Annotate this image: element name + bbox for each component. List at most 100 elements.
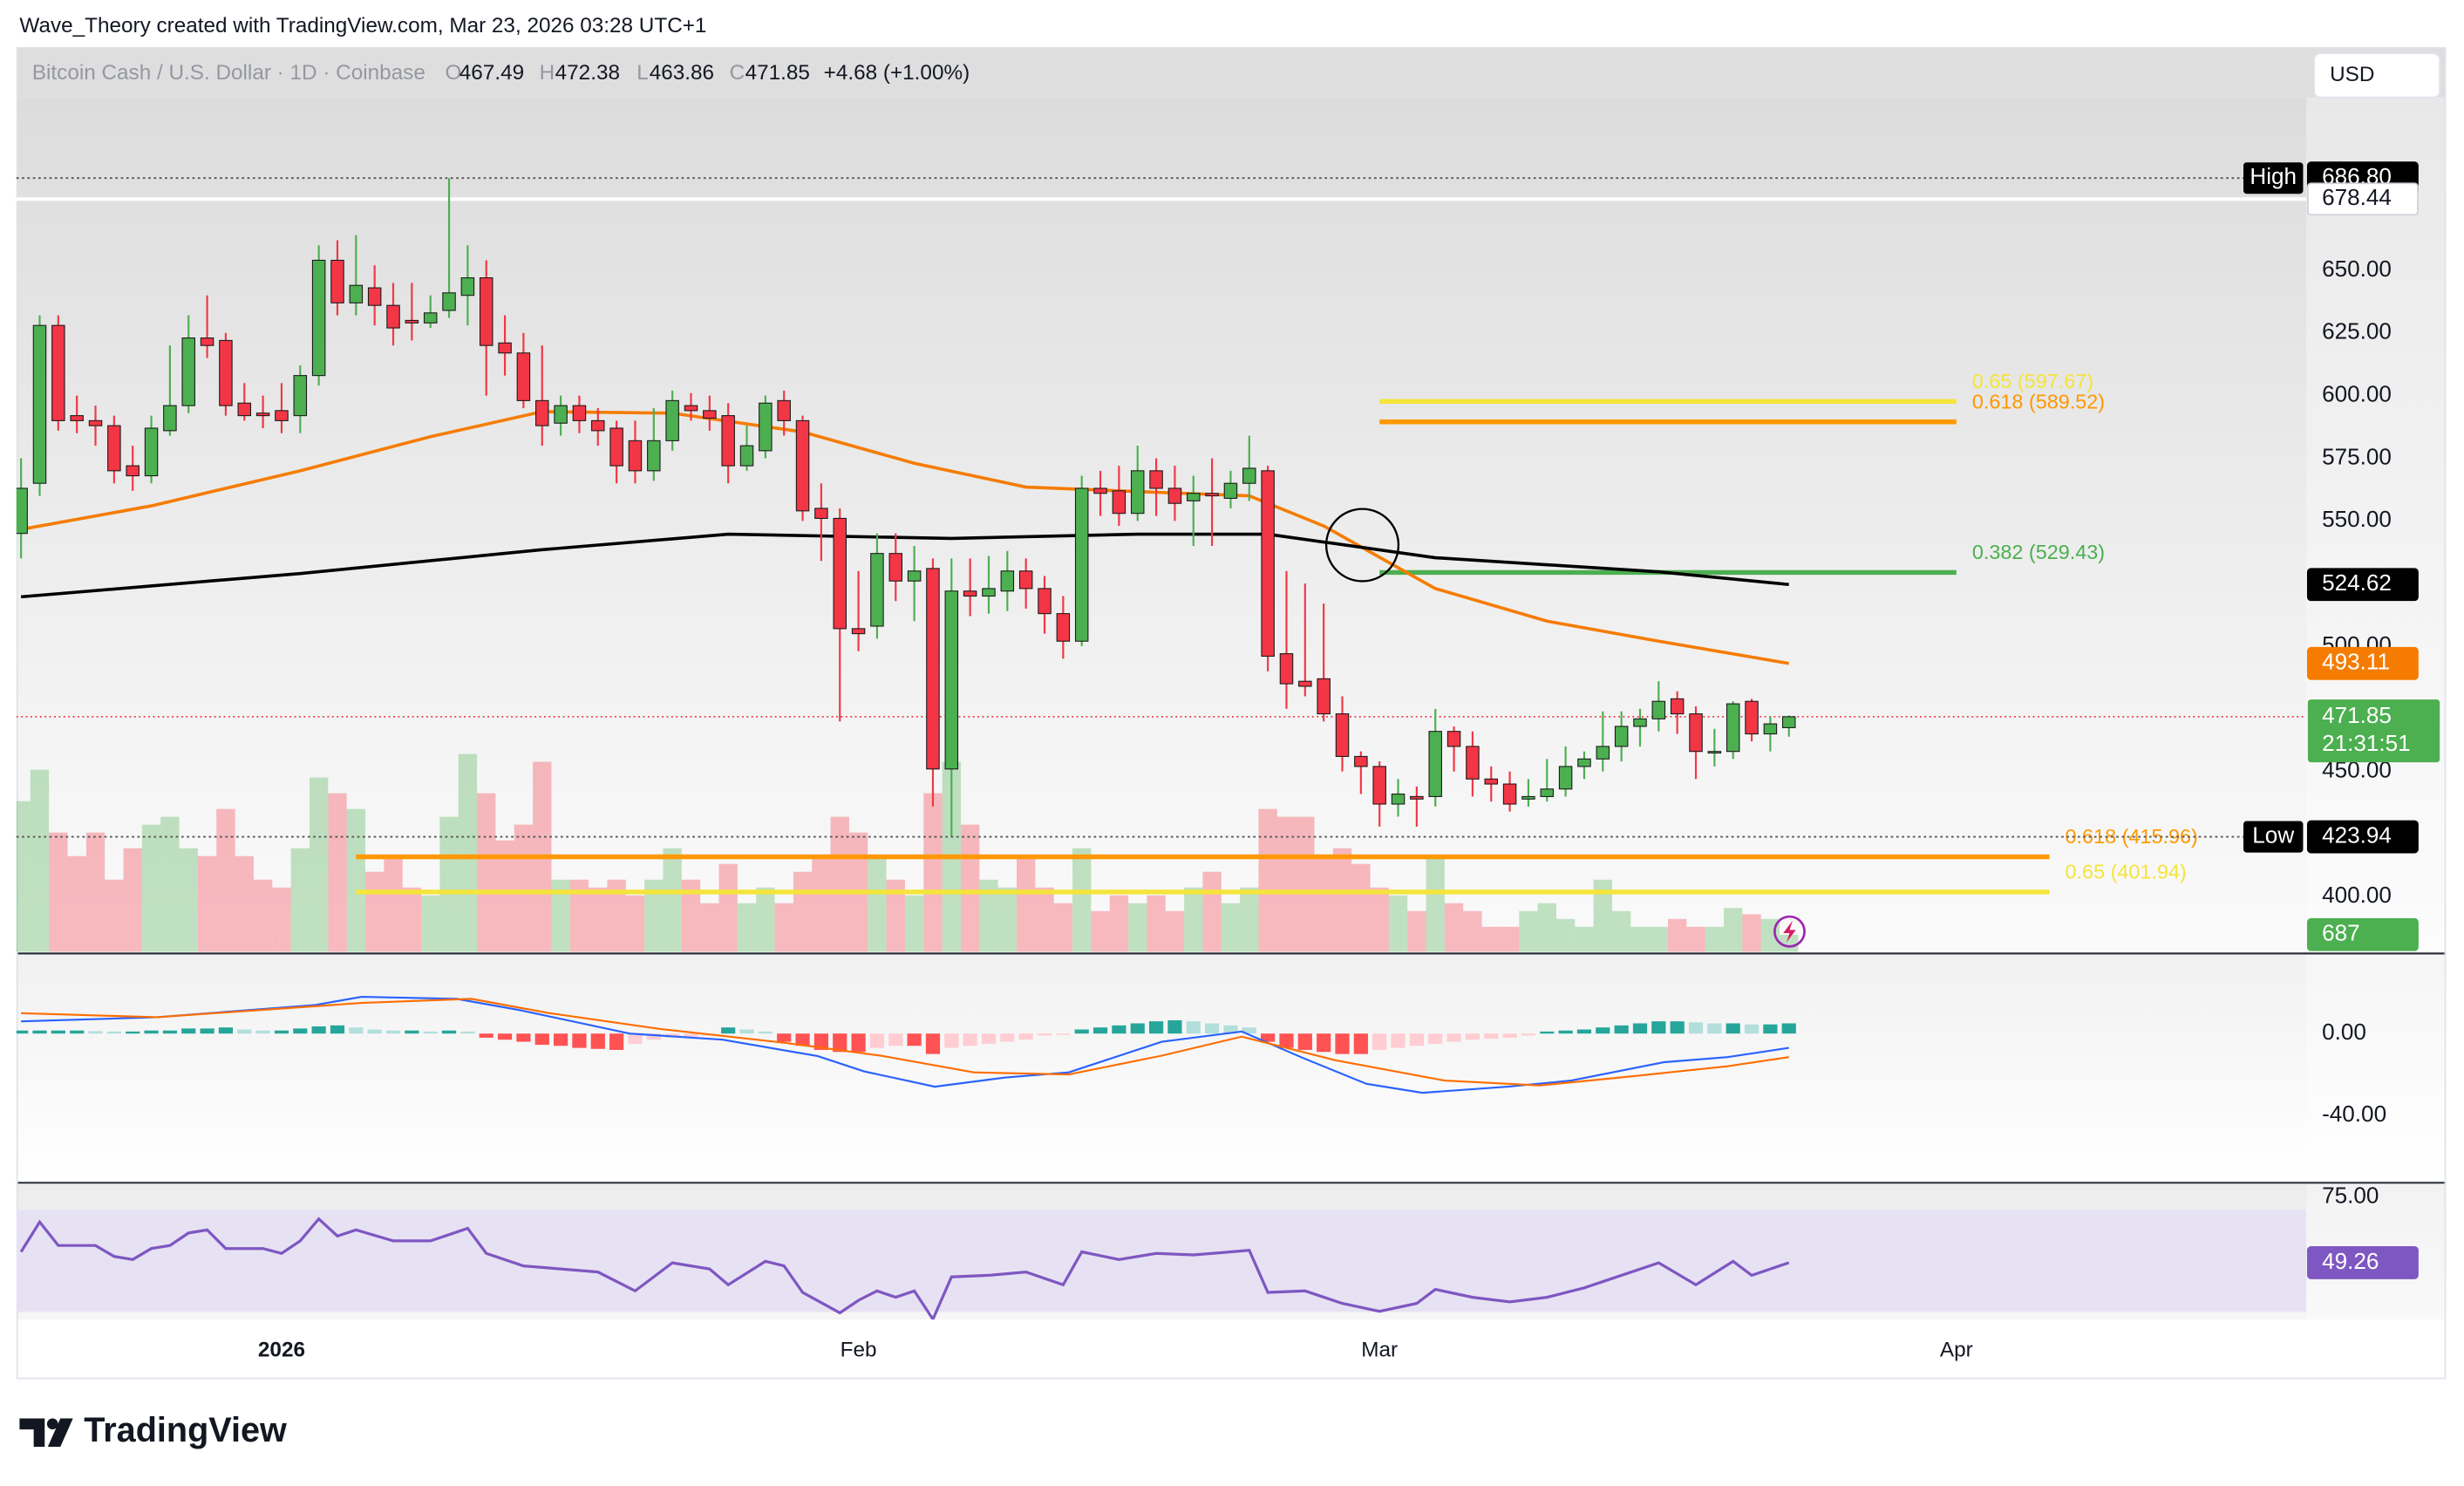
candle-body xyxy=(479,277,493,346)
volume-bar xyxy=(1128,903,1147,952)
volume-bar xyxy=(997,887,1018,952)
volume-bar xyxy=(904,895,924,952)
candle-body xyxy=(442,292,456,311)
volume-bar xyxy=(1109,895,1129,952)
histogram-bar xyxy=(200,1028,214,1034)
histogram-bar xyxy=(1540,1031,1555,1034)
candle-body xyxy=(1149,470,1163,489)
candle-body xyxy=(926,568,940,770)
credit: Wave_Theory created with TradingView.com… xyxy=(19,14,706,37)
candle-body xyxy=(1670,698,1685,715)
volume-bar xyxy=(30,769,50,952)
candle-body xyxy=(70,415,84,421)
volume-bar xyxy=(1017,855,1036,952)
macd-plot xyxy=(16,995,1796,1094)
volume-bar xyxy=(141,824,161,952)
volume-bar xyxy=(1091,910,1110,952)
volume-bar xyxy=(1555,918,1576,952)
candle-body xyxy=(1502,783,1517,805)
candle-body xyxy=(1707,751,1722,754)
volume-bar xyxy=(793,871,813,952)
candle-body xyxy=(237,402,252,417)
currency-button[interactable] xyxy=(2313,52,2441,99)
volume-bar xyxy=(681,879,701,952)
ohlc-letter: L xyxy=(636,61,649,85)
y-tick-label: 625.00 xyxy=(2322,318,2392,344)
volume-bar xyxy=(774,903,793,952)
volume-bar xyxy=(364,871,385,952)
volume-bar xyxy=(1147,895,1166,952)
marker-label-box xyxy=(2243,162,2304,194)
volume-bar xyxy=(105,879,124,952)
histogram-bar xyxy=(777,1033,792,1042)
histogram-bar xyxy=(1056,1033,1071,1035)
histogram-bar xyxy=(237,1029,252,1034)
histogram-bar xyxy=(944,1033,959,1048)
candle-body xyxy=(1279,653,1294,685)
histogram-bar xyxy=(1018,1033,1033,1040)
candle-body xyxy=(32,324,47,484)
candle-body xyxy=(1187,493,1201,501)
candle-body xyxy=(1410,795,1424,800)
candle-body xyxy=(293,375,308,417)
price-pane xyxy=(16,97,2447,952)
histogram-bar xyxy=(1576,1029,1592,1034)
histogram-bar xyxy=(1744,1024,1760,1034)
volume-bar xyxy=(1630,926,1650,952)
histogram-bar xyxy=(479,1033,493,1038)
volume-bar xyxy=(235,855,254,952)
histogram-bar xyxy=(1092,1027,1108,1034)
y-tick-label: 0.00 xyxy=(2322,1019,2366,1045)
x-tick-label: Feb xyxy=(841,1339,877,1362)
marker-label-box xyxy=(2243,821,2304,853)
candle-body xyxy=(1763,723,1778,735)
y-tick-label: 600.00 xyxy=(2322,381,2392,407)
histogram-bar xyxy=(1317,1033,1331,1053)
x-tick-label: 2026 xyxy=(258,1339,305,1362)
volume-bar xyxy=(216,808,235,952)
volume-bar xyxy=(16,801,31,952)
price-line-value-box xyxy=(2306,182,2419,216)
candle-body xyxy=(665,399,679,441)
candle-body xyxy=(554,405,568,424)
candle-body xyxy=(1223,482,1238,499)
histogram-bar xyxy=(330,1025,345,1034)
candle-body xyxy=(1372,766,1386,805)
rsi-plot xyxy=(16,1210,2307,1320)
rsi-value: 49.26 xyxy=(2322,1248,2379,1274)
histogram-bar xyxy=(628,1033,643,1044)
volume-bar xyxy=(439,816,459,952)
candle-body xyxy=(1428,731,1442,797)
histogram-bar xyxy=(833,1033,847,1053)
volume-value: 687 xyxy=(2322,920,2360,946)
volume-bar xyxy=(1649,926,1669,952)
fib-label: 0.618 (415.96) xyxy=(2066,825,2198,848)
volume-bar xyxy=(569,879,589,952)
candle-body xyxy=(833,517,847,630)
histogram-bar xyxy=(1335,1033,1350,1054)
histogram-bar xyxy=(1428,1033,1443,1044)
currency[interactable]: USD xyxy=(2330,63,2374,86)
marker-label: High xyxy=(2250,163,2297,189)
volume-bar xyxy=(868,855,887,952)
histogram-bar xyxy=(907,1033,922,1046)
histogram-bar xyxy=(553,1033,568,1046)
histogram-bar xyxy=(684,1033,698,1037)
volume-bar xyxy=(718,863,738,952)
histogram-bar xyxy=(1000,1033,1015,1042)
histogram-bar xyxy=(1186,1021,1201,1034)
candle-body xyxy=(516,352,531,401)
candle-body xyxy=(107,425,121,472)
candle-body xyxy=(1242,467,1256,484)
x-tick-label: Mar xyxy=(1361,1339,1398,1362)
change: +4.68 (+1.00%) xyxy=(824,61,970,85)
candle-body xyxy=(982,588,996,597)
candle-body xyxy=(200,337,214,346)
volume-bar xyxy=(1575,926,1594,952)
histogram-bar xyxy=(1223,1025,1238,1034)
histogram-bar xyxy=(888,1033,903,1046)
histogram-bar xyxy=(1074,1029,1089,1034)
volume-bar xyxy=(477,793,496,952)
fib-label: 0.65 (597.67) xyxy=(1972,370,2093,392)
candle-body xyxy=(1446,731,1461,747)
